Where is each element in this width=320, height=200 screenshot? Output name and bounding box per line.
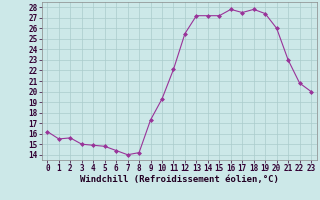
X-axis label: Windchill (Refroidissement éolien,°C): Windchill (Refroidissement éolien,°C): [80, 175, 279, 184]
